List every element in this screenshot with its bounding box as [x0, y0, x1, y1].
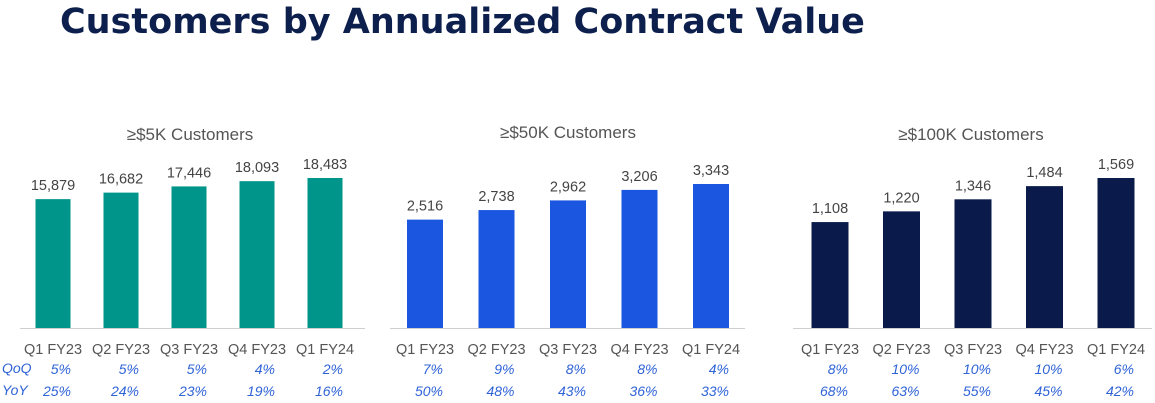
chart-2-qoq-value: 7%	[423, 361, 443, 377]
chart-3-qoq-value: 8%	[828, 361, 848, 377]
chart-1-value-label: 17,446	[167, 165, 211, 181]
page-title: Customers by Annualized Contract Value	[60, 2, 865, 42]
chart-1-qoq-value: 4%	[255, 361, 275, 377]
chart-2-value-label: 3,343	[693, 163, 729, 179]
chart-3-yoy-value: 68%	[820, 383, 848, 399]
chart-2-value-label: 2,962	[550, 179, 586, 195]
chart-2-qoq-value: 8%	[566, 361, 586, 377]
chart-3-bar	[1097, 178, 1135, 328]
chart-1-qoq-value: 5%	[119, 361, 139, 377]
chart-2-value-label: 2,516	[407, 199, 443, 215]
chart-1-value-label: 16,682	[99, 172, 143, 188]
chart-2-qoq-value: 8%	[637, 361, 657, 377]
chart-1-title: ≥$5K Customers	[127, 125, 254, 144]
chart-2-bar	[621, 189, 658, 328]
chart-3-bar	[883, 211, 920, 328]
chart-2-category-label: Q3 FY23	[539, 342, 597, 358]
chart-1-category-label: Q2 FY23	[92, 342, 150, 358]
chart-3-title: ≥$100K Customers	[898, 125, 1043, 144]
chart-3-value-label: 1,484	[1026, 165, 1062, 181]
chart-1-yoy-value: 25%	[42, 383, 71, 399]
chart-1-qoq-value: 5%	[187, 361, 207, 377]
chart-3-yoy-value: 63%	[891, 383, 919, 399]
chart-2-bar	[693, 184, 729, 328]
chart-2-yoy-value: 33%	[701, 383, 729, 399]
chart-3-bar	[954, 199, 992, 328]
chart-3-category-label: Q1 FY24	[1087, 342, 1145, 358]
chart-1-bar	[35, 199, 71, 328]
chart-3-category-label: Q3 FY23	[944, 342, 1002, 358]
chart-1-bar	[307, 178, 343, 328]
chart-2-category-label: Q2 FY23	[467, 342, 525, 358]
chart-2-bar	[407, 219, 443, 328]
chart-1-category-label: Q1 FY24	[296, 342, 354, 358]
chart-1-yoy-value: 19%	[247, 383, 275, 399]
chart-3-yoy-value: 42%	[1106, 383, 1134, 399]
chart-3-value-label: 1,346	[955, 178, 991, 194]
yoy-row-label: YoY	[2, 382, 28, 398]
chart-3-bar	[1026, 186, 1063, 328]
chart-2-yoy-value: 36%	[629, 383, 657, 399]
chart-3-bar	[811, 222, 849, 328]
chart-3-value-label: 1,220	[883, 190, 919, 206]
chart-2-value-label: 3,206	[621, 169, 657, 185]
chart-2-title: ≥$50K Customers	[500, 123, 636, 142]
chart-3-value-label: 1,569	[1098, 157, 1134, 173]
chart-1-yoy-value: 16%	[315, 383, 343, 399]
chart-3-qoq-value: 10%	[891, 361, 919, 377]
chart-2-category-label: Q4 FY23	[610, 342, 668, 358]
chart-1-value-label: 18,093	[235, 160, 279, 176]
chart-1-category-label: Q3 FY23	[160, 342, 218, 358]
chart-3-yoy-value: 55%	[963, 383, 991, 399]
chart-2-qoq-value: 4%	[709, 361, 729, 377]
chart-1-value-label: 15,879	[31, 178, 75, 194]
chart-1-qoq-value: 2%	[322, 361, 343, 377]
chart-3-yoy-value: 45%	[1034, 383, 1062, 399]
chart-2-bar	[550, 200, 586, 328]
chart-2-bar	[478, 210, 515, 328]
chart-3-category-label: Q2 FY23	[872, 342, 930, 358]
chart-2-yoy-value: 50%	[415, 383, 443, 399]
chart-3-category-label: Q4 FY23	[1015, 342, 1073, 358]
chart-1-category-label: Q4 FY23	[228, 342, 286, 358]
chart-3-qoq-value: 10%	[963, 361, 991, 377]
chart-2-category-label: Q1 FY24	[682, 342, 740, 358]
chart-1-bar	[103, 192, 139, 328]
chart-3-qoq-value: 6%	[1114, 361, 1134, 377]
chart-1-bar	[239, 181, 275, 328]
qoq-row-label: QoQ	[2, 360, 32, 376]
chart-2-yoy-value: 48%	[486, 383, 514, 399]
chart-3-value-label: 1,108	[812, 201, 848, 217]
chart-1-category-label: Q1 FY23	[24, 342, 82, 358]
chart-3-qoq-value: 10%	[1034, 361, 1062, 377]
chart-3-category-label: Q1 FY23	[801, 342, 859, 358]
chart-1-value-label: 18,483	[303, 157, 347, 173]
chart-2-category-label: Q1 FY23	[396, 342, 454, 358]
chart-1-yoy-value: 24%	[110, 383, 139, 399]
chart-2-yoy-value: 43%	[558, 383, 586, 399]
chart-1-qoq-value: 5%	[51, 361, 71, 377]
chart-2-value-label: 2,738	[478, 189, 514, 205]
chart-2-qoq-value: 9%	[494, 361, 514, 377]
chart-1-yoy-value: 23%	[178, 383, 207, 399]
chart-1-bar	[171, 186, 207, 328]
